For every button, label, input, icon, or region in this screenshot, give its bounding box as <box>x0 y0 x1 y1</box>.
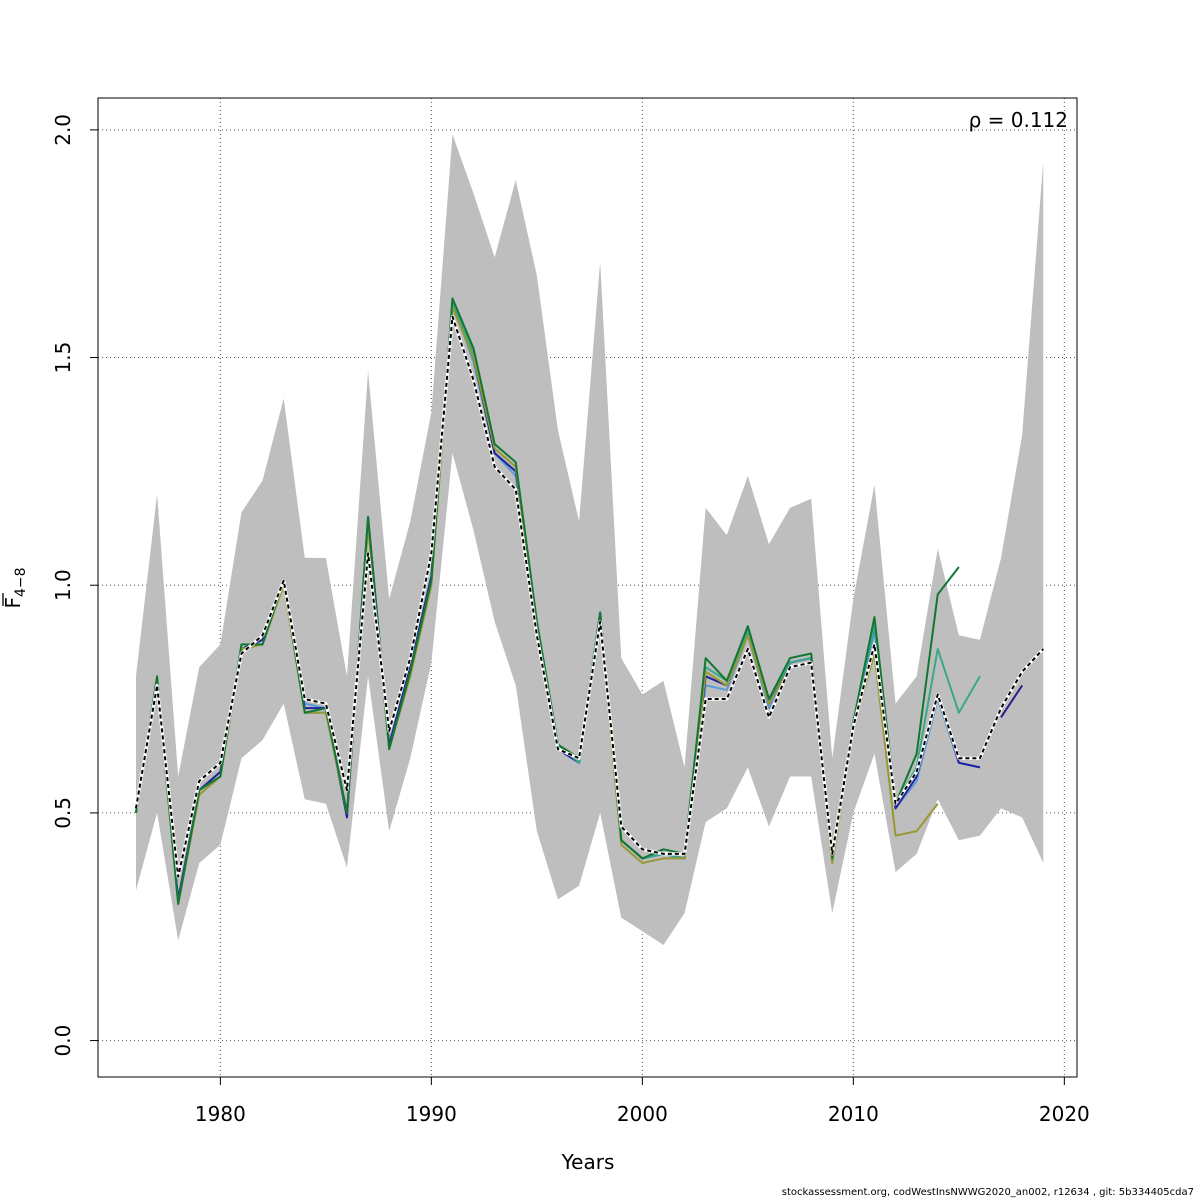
x-tick-label: 2000 <box>617 1102 668 1126</box>
y-tick-label: 1.5 <box>51 342 75 374</box>
y-axis-title-sub: 4−8 <box>13 567 29 597</box>
series-line-3 <box>1000 684 1023 718</box>
footer-credit: stockassessment.org, codWestInsNWWG2020_… <box>781 1187 1194 1198</box>
y-axis-title-main: F <box>1 597 25 609</box>
confidence-band <box>135 134 1044 945</box>
x-tick-label: 2010 <box>828 1102 879 1126</box>
y-tick-label: 1.0 <box>51 569 75 601</box>
x-tick-label: 1990 <box>406 1102 457 1126</box>
x-axis-title: Years <box>561 1150 615 1174</box>
x-tick-label: 2020 <box>1039 1102 1090 1126</box>
confidence-band-layer <box>135 134 1044 945</box>
x-axis: 1980 1990 2000 2010 2020 <box>195 1076 1090 1126</box>
annotation-rho: ρ = 0.112 <box>969 108 1068 132</box>
y-axis-title: F4−8 <box>1 567 29 608</box>
svg-text:F4−8: F4−8 <box>1 567 29 608</box>
x-tick-label: 1980 <box>195 1102 246 1126</box>
y-tick-label: 2.0 <box>51 114 75 146</box>
series-line-final <box>134 315 1044 878</box>
y-tick-label: 0.5 <box>51 797 75 829</box>
y-axis: 0.0 0.5 1.0 1.5 2.0 <box>51 114 98 1057</box>
y-tick-label: 0.0 <box>51 1025 75 1057</box>
series-layer <box>134 297 1045 905</box>
